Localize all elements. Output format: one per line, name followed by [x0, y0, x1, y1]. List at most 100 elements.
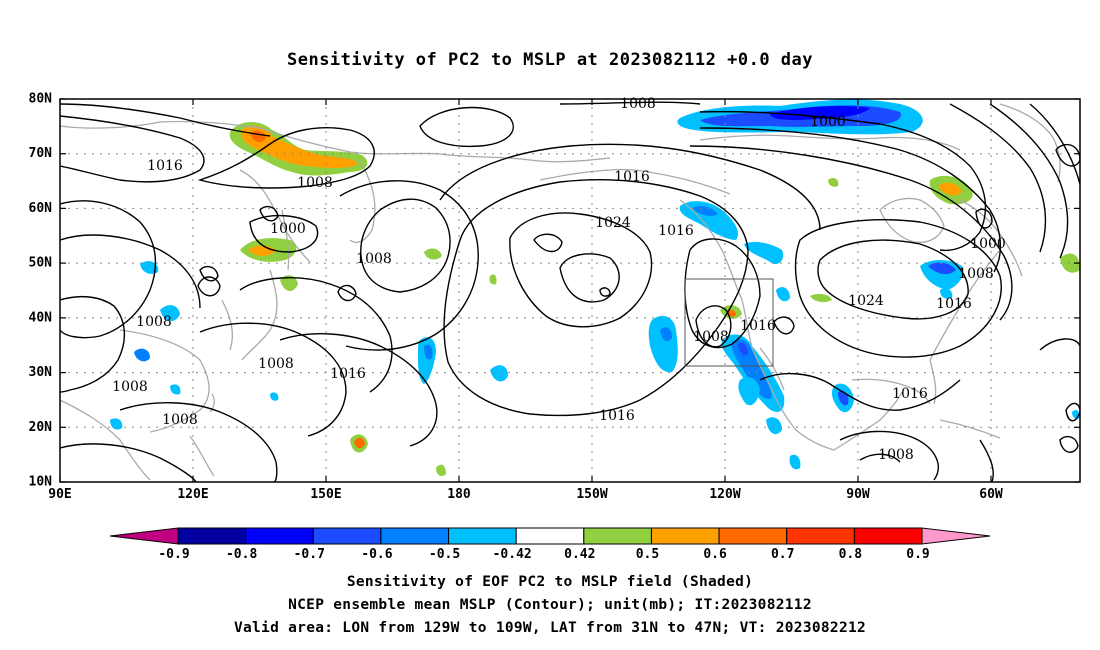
- contour-ring-small-2: [259, 205, 279, 222]
- contour-1008-okhotsk: [197, 127, 375, 189]
- contour-label: 1016: [599, 408, 635, 424]
- contour-1016-rings: [773, 316, 795, 335]
- colorbar-box: [177, 527, 247, 545]
- contour-north-2: [60, 103, 271, 137]
- colorbar-label: 0.42: [564, 547, 595, 562]
- contour-arctic-2: [699, 127, 1002, 273]
- negative-region-wp8: [270, 392, 279, 401]
- coast-hudson: [879, 197, 945, 244]
- contour-asia-rings-2: [337, 284, 357, 302]
- negative-region-ph2: [490, 365, 508, 382]
- contour-1024-atl: [817, 239, 969, 320]
- lat-tick-label: 40N: [29, 310, 53, 325]
- contour-1008-asia-2: [60, 295, 125, 393]
- colorbar-box: [718, 527, 788, 545]
- contour-greenland-3: [1029, 103, 1080, 185]
- contour-label: 1008: [693, 329, 729, 345]
- contour-label: 1016: [614, 169, 650, 185]
- coast-bc: [679, 199, 743, 301]
- colorbar-boxes: [177, 527, 923, 545]
- colorbar-label: -0.8: [226, 547, 257, 562]
- coast-siberia: [60, 120, 611, 163]
- lat-tick-label: 50N: [29, 256, 53, 271]
- colorbar-labels: -0.9 -0.8 -0.7 -0.6 -0.5 -0.42 0.42 0.5 0.6 0.7 0.…: [158, 547, 929, 562]
- contour-1008-arctic: [559, 101, 701, 105]
- positive-core-guam: [354, 437, 365, 449]
- contour-greenland-1: [949, 103, 1047, 253]
- contour-1008-high: [439, 143, 821, 231]
- colorbar-box: [650, 527, 720, 545]
- lat-tick-label: 30N: [29, 365, 53, 380]
- coast-taiwan: [209, 393, 215, 413]
- lon-tick-label: 180: [447, 487, 471, 502]
- contour-1024-high: [509, 212, 653, 328]
- colorbar-label: -0.6: [361, 547, 392, 562]
- contour-1016-east2: [1065, 402, 1080, 422]
- contour-label: 1008: [112, 379, 148, 395]
- caption-contour: NCEP ensemble mean MSLP (Contour); unit(…: [288, 597, 812, 613]
- contour-label: 1008: [258, 356, 294, 372]
- contour-1024-inner: [559, 253, 620, 303]
- coast-caribbean: [939, 419, 1001, 439]
- negative-region-bc: [744, 242, 784, 265]
- negative-region-wp3: [160, 305, 180, 322]
- caption-shaded: Sensitivity of EOF PC2 to MSLP field (Sh…: [346, 574, 754, 590]
- positive-region-us: [810, 293, 832, 303]
- colorbar-label: 0.6: [703, 547, 727, 562]
- contour-sw: [859, 453, 901, 463]
- coast-greenland: [999, 103, 1061, 183]
- contour-label: 1008: [162, 412, 198, 428]
- positive-core-hudson: [938, 182, 962, 196]
- contour-1016-asia: [60, 234, 201, 309]
- lon-tick-label: 120E: [177, 487, 208, 502]
- negative-peak-baja: [738, 342, 748, 356]
- contour-1008-asia: [60, 200, 157, 339]
- positive-region-small: [436, 464, 446, 476]
- contour-1016-east: [1039, 338, 1080, 351]
- negative-region-wp6: [110, 418, 123, 430]
- lat-tick-label: 10N: [29, 475, 53, 490]
- coast-china: [119, 329, 210, 433]
- contour-1008-mid: [360, 198, 451, 293]
- contour-label: 1016: [740, 318, 776, 334]
- contour-labels: 1008 1000 1016 1008 1000 1008 1016 1024 …: [112, 96, 1006, 463]
- colorbar-box: [312, 527, 382, 545]
- positive-region-pole: [828, 178, 839, 187]
- lat-tick-label: 20N: [29, 420, 53, 435]
- positive-region-wpac2: [489, 274, 497, 285]
- contour-high-ring: [419, 106, 514, 148]
- contour-asia-rings: [197, 276, 221, 297]
- contour-1000-japan: [249, 214, 319, 253]
- negative-region-atl: [940, 288, 953, 299]
- lon-tick-label: 150E: [310, 487, 341, 502]
- lon-tick-label: 90E: [48, 487, 71, 502]
- contour-label: 1008: [297, 175, 333, 191]
- contour-1016-mid: [339, 180, 479, 351]
- contour-asia-mid: [239, 277, 393, 393]
- coast-baja: [759, 347, 785, 391]
- colorbar: -0.9 -0.8 -0.7 -0.6 -0.5 -0.42 0.42 0.5 0.6 0.7 0.…: [109, 527, 991, 562]
- colorbar-box: [853, 527, 923, 545]
- negative-region-mex: [738, 377, 760, 406]
- caption-valid-area: Valid area: LON from 129W to 109W, LAT f…: [233, 620, 867, 636]
- lon-tick-label: 120W: [709, 487, 740, 502]
- contour-1008-namerica: [695, 305, 732, 348]
- contour-label: 1024: [595, 215, 631, 231]
- positive-region-sakh: [280, 275, 298, 292]
- contour-label: 1008: [136, 314, 172, 330]
- negative-region-mex3: [789, 454, 801, 470]
- negative-core-baja: [731, 339, 772, 399]
- contour-ring-small: [199, 265, 219, 282]
- negative-region-gulf: [679, 201, 739, 240]
- contour-label: 1008: [356, 251, 392, 267]
- contour-label: 1008: [620, 96, 656, 112]
- contour-label: 1016: [330, 366, 366, 382]
- negative-peak-arctic: [770, 106, 870, 120]
- contour-1008-mex-2: [979, 439, 994, 482]
- coast-gulf: [851, 378, 931, 405]
- contour-atl-ring: [1055, 143, 1080, 167]
- plot-frame: [59, 98, 1081, 483]
- negative-region-ne-pac: [648, 315, 678, 373]
- lat-axis: 80N 70N 60N 50N 40N 30N 20N 10N: [29, 92, 53, 490]
- coast-arctic-islands: [699, 134, 961, 151]
